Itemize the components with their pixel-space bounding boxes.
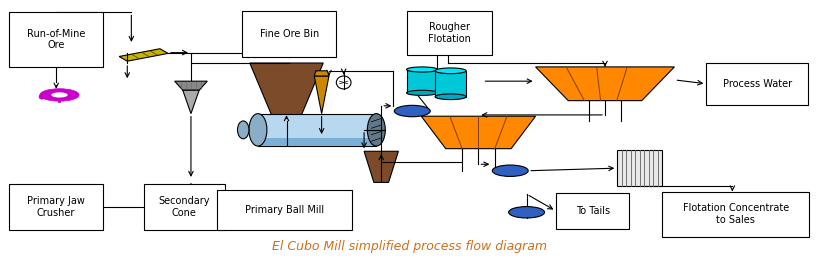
Circle shape	[394, 105, 430, 117]
Circle shape	[40, 89, 79, 101]
Ellipse shape	[407, 90, 438, 96]
FancyBboxPatch shape	[242, 11, 336, 57]
Polygon shape	[364, 151, 398, 182]
Text: Fine Ore Bin: Fine Ore Bin	[260, 29, 319, 39]
Text: Process Water: Process Water	[723, 79, 792, 89]
Ellipse shape	[367, 114, 385, 146]
FancyBboxPatch shape	[662, 192, 809, 237]
Ellipse shape	[435, 68, 466, 74]
Polygon shape	[314, 76, 329, 114]
Text: Primary Ball Mill: Primary Ball Mill	[245, 205, 324, 215]
Text: Secondary
Cone: Secondary Cone	[159, 196, 210, 218]
Polygon shape	[314, 71, 329, 76]
Text: Run-of-Mine
Ore: Run-of-Mine Ore	[27, 29, 85, 50]
Ellipse shape	[435, 94, 466, 100]
FancyBboxPatch shape	[9, 184, 103, 230]
Bar	[618, 150, 662, 186]
FancyBboxPatch shape	[144, 184, 225, 230]
Bar	[258, 138, 376, 146]
FancyBboxPatch shape	[217, 190, 352, 230]
Ellipse shape	[407, 67, 438, 72]
Polygon shape	[421, 116, 536, 149]
Text: Flotation Concentrate
to Sales: Flotation Concentrate to Sales	[682, 203, 789, 225]
Circle shape	[492, 165, 528, 176]
Bar	[258, 114, 376, 146]
Text: Primary Jaw
Crusher: Primary Jaw Crusher	[27, 196, 85, 218]
Bar	[407, 69, 438, 93]
Polygon shape	[249, 63, 323, 121]
Text: Rougher
Flotation: Rougher Flotation	[428, 22, 471, 44]
Ellipse shape	[336, 76, 351, 89]
FancyBboxPatch shape	[706, 63, 808, 105]
Text: To Tails: To Tails	[576, 206, 609, 216]
Circle shape	[52, 92, 68, 98]
Ellipse shape	[237, 121, 249, 139]
Polygon shape	[174, 81, 207, 90]
FancyBboxPatch shape	[9, 12, 103, 67]
FancyBboxPatch shape	[556, 193, 630, 229]
Polygon shape	[119, 49, 169, 61]
Bar	[435, 71, 466, 97]
Polygon shape	[536, 67, 674, 101]
Polygon shape	[182, 90, 199, 114]
Circle shape	[509, 206, 545, 218]
Ellipse shape	[249, 114, 267, 146]
FancyBboxPatch shape	[407, 11, 492, 55]
Text: El Cubo Mill simplified process flow diagram: El Cubo Mill simplified process flow dia…	[272, 240, 546, 252]
